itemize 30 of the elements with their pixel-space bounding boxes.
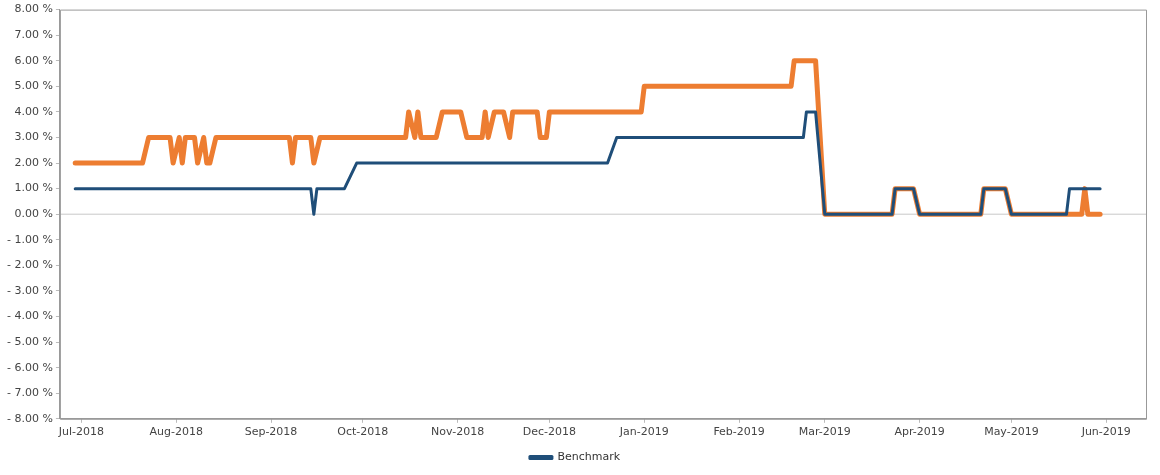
y-tick-label: 1.00 % [14, 181, 53, 195]
x-tick-label: Mar-2019 [798, 425, 851, 439]
y-tick-label: 4.00 % [14, 104, 53, 118]
y-tick-label: 6.00 % [14, 53, 53, 67]
x-tick-label: Aug-2018 [149, 425, 203, 439]
x-tick-label: Feb-2019 [713, 425, 765, 439]
y-tick-label: - 5.00 % [6, 334, 53, 348]
y-tick-label: 7.00 % [14, 28, 53, 42]
x-tick-label: Jul-2018 [57, 425, 104, 439]
legend-label: Benchmark [557, 450, 621, 464]
x-tick-label: Jan-2019 [618, 425, 669, 439]
y-tick-label: - 7.00 % [6, 386, 53, 400]
y-tick-label: 2.00 % [14, 155, 53, 169]
y-tick-label: 0.00 % [14, 207, 53, 221]
y-tick-label: - 2.00 % [6, 258, 53, 272]
x-tick-label: Sep-2018 [244, 425, 298, 439]
y-tick-label: - 8.00 % [6, 411, 53, 425]
y-tick-label: - 6.00 % [6, 360, 53, 374]
x-tick-label: Oct-2018 [337, 425, 389, 439]
y-tick-label: - 3.00 % [6, 283, 53, 297]
y-tick-label: 3.00 % [14, 130, 53, 144]
x-tick-label: Dec-2018 [522, 425, 577, 439]
y-tick-label: - 4.00 % [6, 309, 53, 323]
x-tick-label: Apr-2019 [894, 425, 945, 439]
x-tick-label: Jun-2019 [1080, 425, 1131, 439]
x-tick-label: Nov-2018 [431, 425, 485, 439]
y-tick-label: 8.00 % [14, 2, 53, 16]
y-tick-label: 5.00 % [14, 79, 53, 93]
x-tick-label: May-2019 [984, 425, 1039, 439]
y-tick-label: - 1.00 % [6, 232, 53, 246]
